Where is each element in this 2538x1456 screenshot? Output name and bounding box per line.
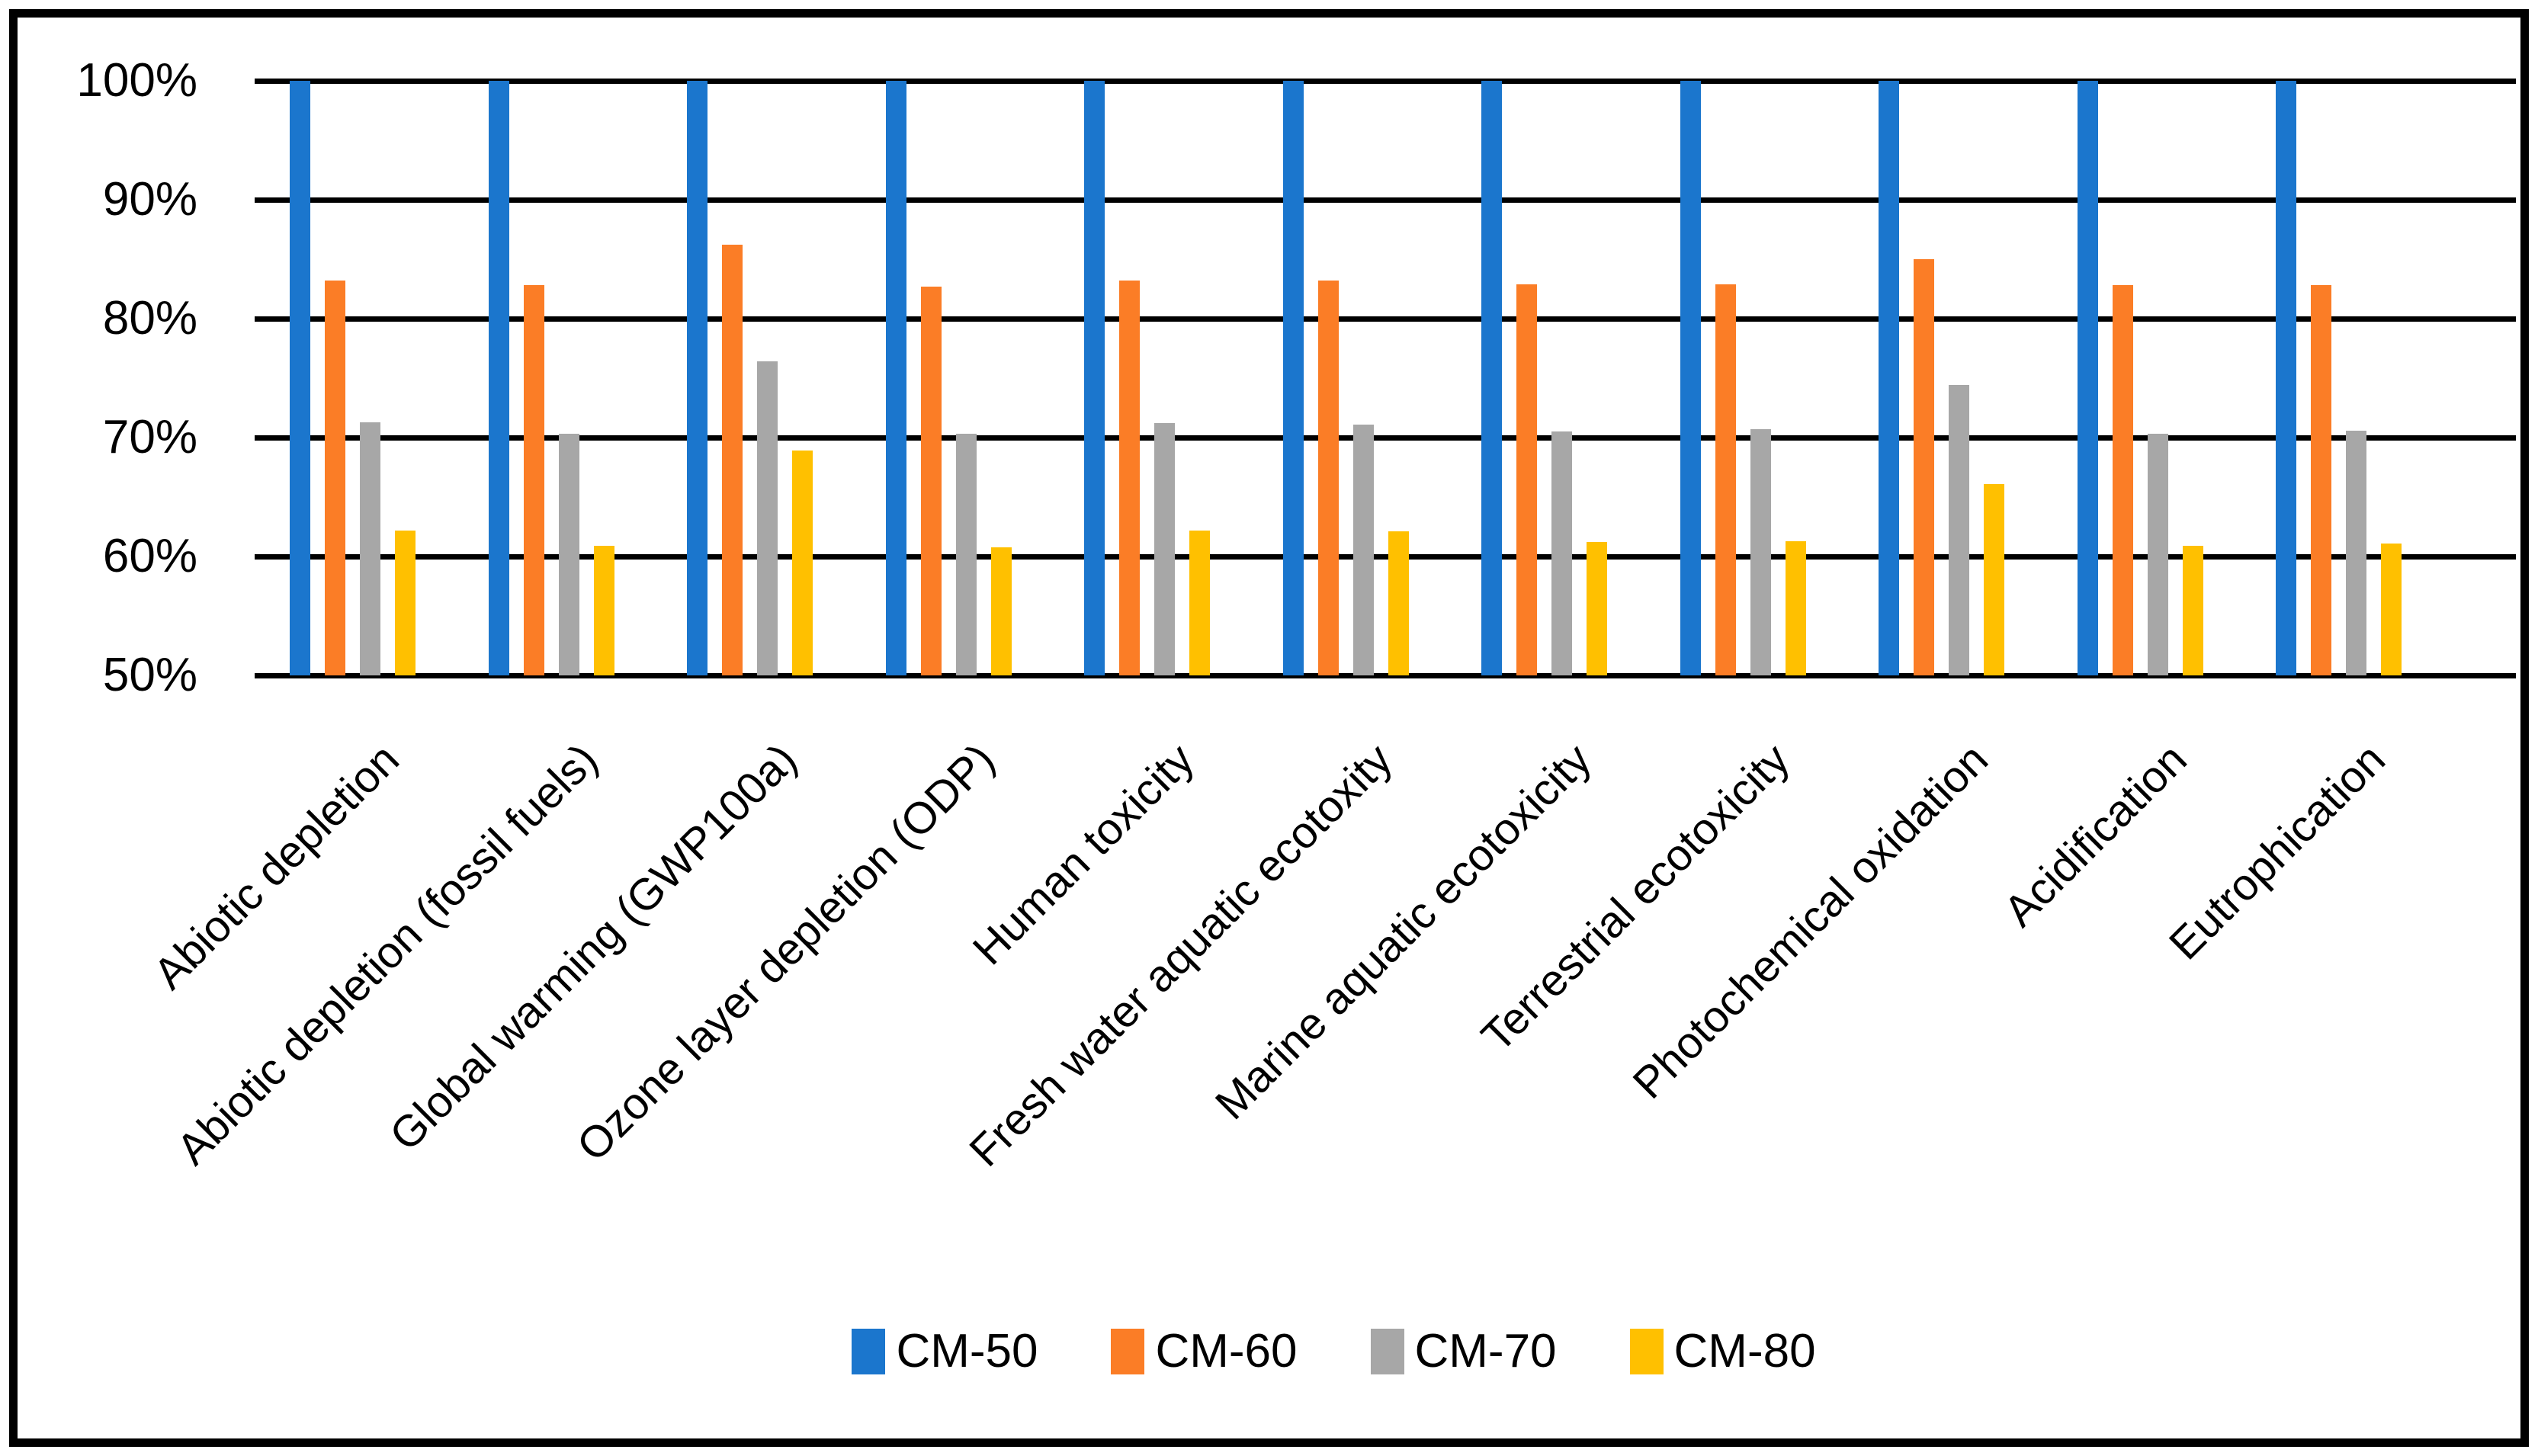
- legend-label: CM-70: [1414, 1325, 1557, 1377]
- bar-cm-50: [1084, 81, 1105, 675]
- bar-cm-80: [1984, 484, 2004, 675]
- bar-cm-70: [757, 361, 778, 675]
- bar-cm-80: [792, 451, 813, 675]
- gridline-60: [255, 554, 2516, 560]
- gridline-80: [255, 316, 2516, 322]
- bar-cm-50: [2077, 81, 2098, 675]
- bar-cm-70: [360, 422, 380, 675]
- bar-groups: [255, 81, 2516, 675]
- bar-group: [1282, 81, 1409, 675]
- gridline-100: [255, 79, 2516, 84]
- legend-item-cm-50: CM-50: [852, 1326, 1038, 1377]
- bar-cm-70: [2147, 434, 2168, 675]
- bar-cm-60: [1914, 259, 1934, 675]
- bar-cm-80: [1388, 531, 1409, 675]
- bar-group: [1084, 81, 1210, 675]
- bar-cm-50: [1879, 81, 1899, 675]
- bar-group: [488, 81, 614, 675]
- legend-label: CM-60: [1155, 1325, 1298, 1377]
- bar-cm-60: [1516, 284, 1537, 675]
- bar-cm-70: [1750, 429, 1771, 675]
- bar-group: [1481, 81, 1607, 675]
- bar-cm-80: [2182, 546, 2203, 675]
- gridline-70: [255, 435, 2516, 441]
- legend-swatch-icon: [1111, 1329, 1145, 1374]
- gridline-50: [255, 673, 2516, 678]
- x-axis-category-label: Marine aquatic ecotoxicity: [1205, 734, 1601, 1130]
- legend-item-cm-70: CM-70: [1370, 1325, 1557, 1377]
- bar-cm-80: [1189, 531, 1210, 675]
- bar-cm-50: [1680, 81, 1701, 675]
- bar-group: [885, 81, 1012, 675]
- legend-swatch-icon: [1629, 1329, 1664, 1374]
- legend-swatch-icon: [1370, 1329, 1404, 1374]
- bar-cm-50: [488, 81, 509, 675]
- gridline-90: [255, 197, 2516, 203]
- bar-cm-70: [558, 434, 579, 675]
- bar-group: [1879, 81, 2004, 675]
- legend-label: CM-50: [896, 1325, 1038, 1377]
- bar-cm-70: [1551, 431, 1572, 675]
- bar-cm-60: [2112, 285, 2133, 675]
- bar-group: [1680, 81, 1806, 675]
- x-axis-category-label: Ozone layer depletion (ODP): [567, 734, 1005, 1171]
- bar-cm-50: [2276, 81, 2296, 675]
- bar-cm-50: [1282, 81, 1304, 675]
- legend-label: CM-80: [1673, 1325, 1816, 1377]
- bar-cm-70: [1154, 423, 1175, 675]
- bar-cm-70: [1352, 425, 1374, 675]
- chart-frame: 100% 90% 80% 70% 60% 50% Abiotic depletion Abio…: [9, 9, 2529, 1447]
- bar-cm-80: [2381, 544, 2402, 675]
- x-axis-category-label: Fresh water aquatic ecotoxity: [959, 734, 1402, 1176]
- bar-cm-60: [1715, 284, 1736, 675]
- bar-cm-50: [1481, 81, 1502, 675]
- bar-cm-60: [722, 245, 743, 675]
- bar-cm-50: [290, 81, 310, 675]
- bar-cm-70: [1949, 385, 1969, 675]
- bar-cm-80: [395, 531, 416, 675]
- legend-item-cm-80: CM-80: [1629, 1325, 1816, 1377]
- legend: CM-50 CM-60 CM-70 CM-80: [18, 1326, 2520, 1377]
- bar-cm-70: [955, 434, 977, 675]
- y-axis-tick-label: 60%: [102, 530, 197, 582]
- bar-group: [2276, 81, 2402, 675]
- legend-swatch-icon: [852, 1329, 886, 1374]
- x-axis-category-label: Global warming (GWP100a): [380, 734, 807, 1161]
- y-axis-tick-label: 70%: [102, 411, 197, 463]
- bar-group: [687, 81, 813, 675]
- x-axis-category-label: Eutrophication: [2160, 734, 2395, 970]
- x-axis-category-label: Acidification: [1994, 734, 2196, 937]
- bar-group: [290, 81, 416, 675]
- plot-area: 100% 90% 80% 70% 60% 50% Abiotic depletion Abio…: [76, 54, 2516, 1176]
- bar-cm-80: [1587, 542, 1607, 675]
- bar-group: [2077, 81, 2203, 675]
- bar-cm-50: [885, 81, 906, 675]
- y-axis-tick-label: 100%: [76, 54, 197, 107]
- y-axis-tick-label: 50%: [102, 649, 197, 701]
- bar-cm-60: [920, 287, 942, 675]
- legend-item-cm-60: CM-60: [1111, 1325, 1298, 1377]
- x-axis-category-label: Photochemical oxidation: [1623, 734, 1998, 1108]
- bar-cm-60: [1119, 281, 1140, 675]
- bar-cm-80: [593, 546, 614, 675]
- x-axis-category-label: Abiotic depletion (fossil fuels): [167, 734, 608, 1175]
- y-axis-tick-label: 90%: [102, 173, 197, 226]
- y-axis-tick-label: 80%: [102, 292, 197, 345]
- bar-cm-50: [687, 81, 707, 675]
- bar-cm-80: [1785, 541, 1806, 675]
- bar-cm-70: [2346, 431, 2366, 675]
- bar-cm-60: [2311, 285, 2331, 675]
- bar-cm-60: [1317, 281, 1339, 675]
- bar-cm-80: [990, 547, 1012, 675]
- bar-cm-60: [325, 281, 345, 675]
- bar-cm-60: [523, 285, 544, 675]
